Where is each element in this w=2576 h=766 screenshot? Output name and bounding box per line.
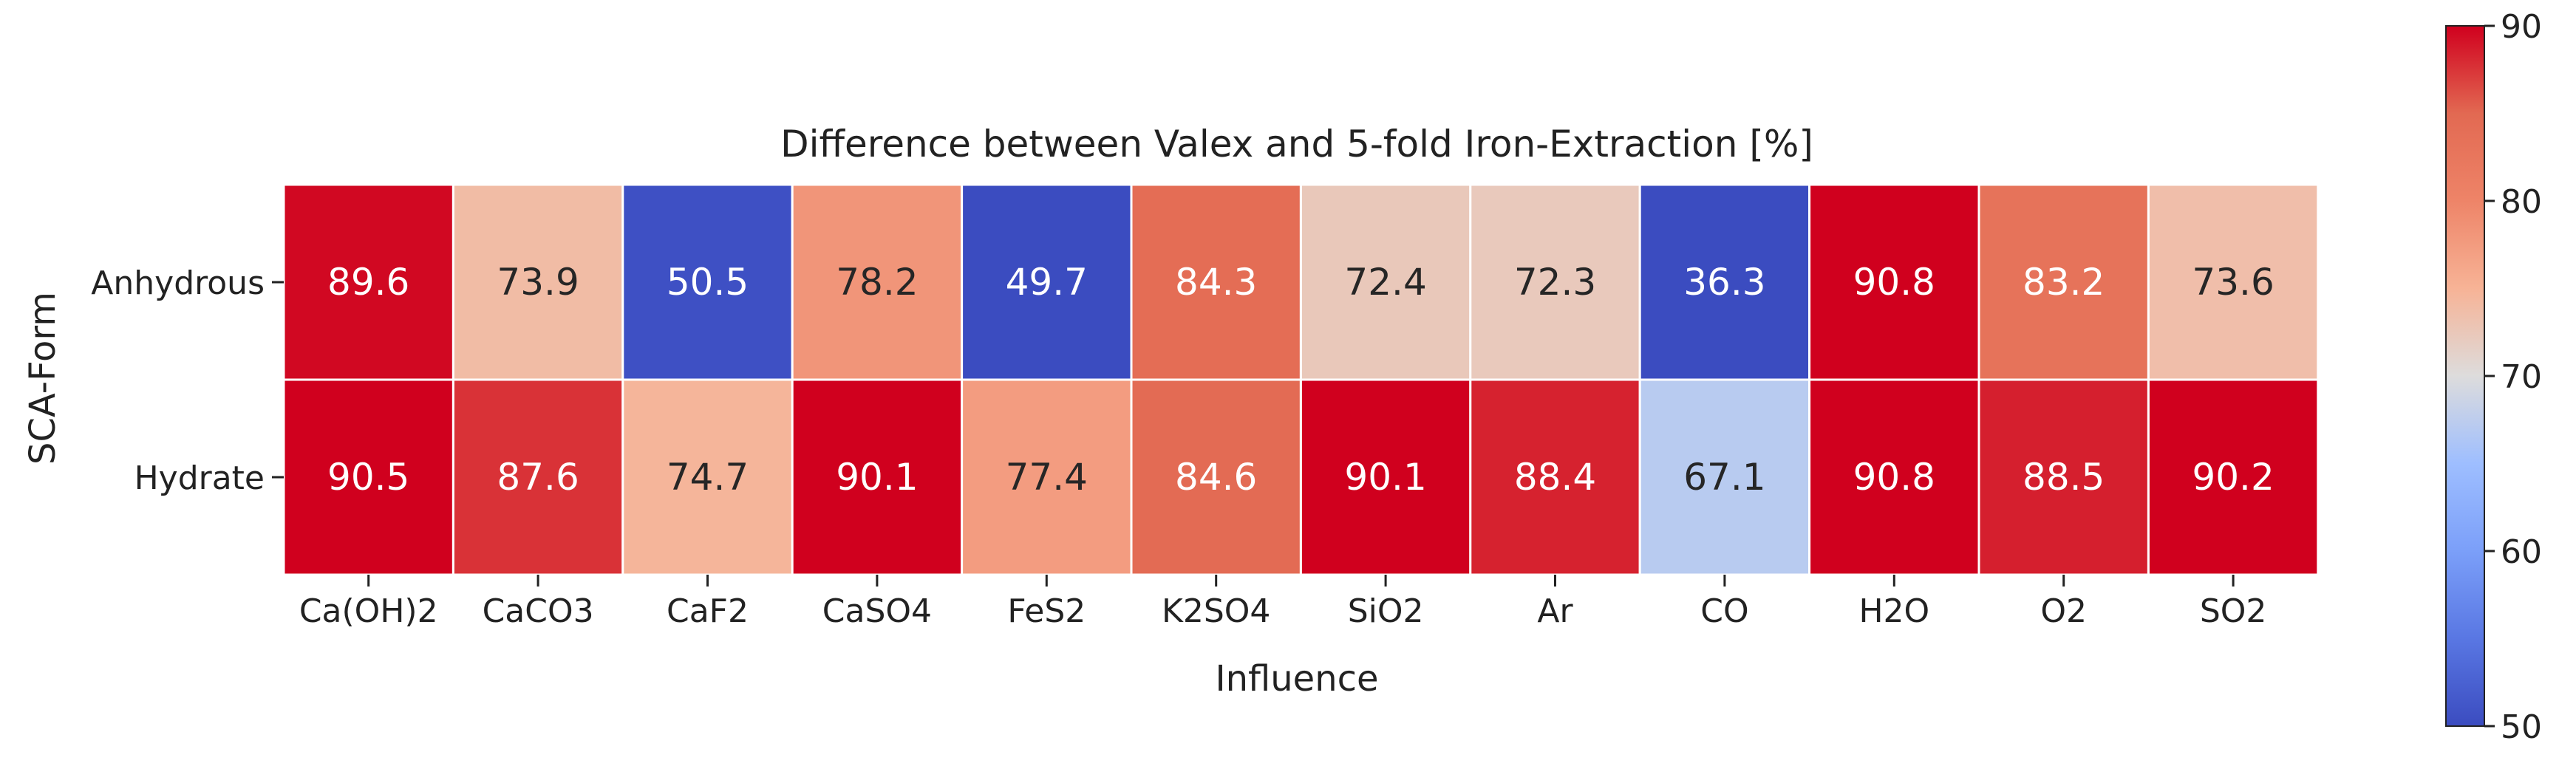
cell-value-label: 77.4: [1006, 456, 1088, 499]
x-tick-label: FeS2: [1007, 592, 1086, 630]
heatmap-cell: [2147, 183, 2320, 381]
cell-value-label: 87.6: [497, 456, 579, 499]
cell-value-label: 90.5: [327, 456, 409, 499]
heatmap-cell: [1469, 183, 1641, 381]
x-axis-ticks: Ca(OH)2 CaCO3 CaF2 CaSO4 FeS2 K2SO4 SiO2 Ar CO H2…: [299, 575, 2267, 630]
colorbar-ticks: 50 60 70 80 90: [2484, 8, 2542, 746]
cell-value-label: 84.3: [1175, 261, 1257, 304]
heatmap-cell-labels: 89.6 73.9 50.5 78.2 49.7 84.3 72.4 72.3 36.3 90.8…: [327, 261, 2275, 499]
heatmap-cell: [1638, 378, 1811, 576]
heatmap-cell: [1130, 183, 1302, 381]
heatmap-cell: [1977, 378, 2150, 576]
x-tick-label: CaCO3: [483, 592, 594, 630]
cell-value-label: 36.3: [1683, 261, 1765, 304]
cell-value-label: 88.4: [1514, 456, 1596, 499]
x-tick-label: Ca(OH)2: [299, 592, 438, 630]
x-tick-label: H2O: [1858, 592, 1929, 630]
y-tick-label: Anhydrous: [91, 264, 265, 302]
cell-value-label: 67.1: [1683, 456, 1765, 499]
y-axis-label: SCA-Form: [22, 292, 64, 465]
cell-value-label: 72.4: [1344, 261, 1426, 304]
heatmap-cell: [1469, 378, 1641, 576]
cell-value-label: 89.6: [327, 261, 409, 304]
cell-value-label: 90.1: [836, 456, 918, 499]
x-tick-label: SiO2: [1348, 592, 1424, 630]
y-tick-label: Hydrate: [134, 459, 265, 497]
cell-value-label: 72.3: [1514, 261, 1596, 304]
heatmap-cells: [282, 183, 2320, 576]
heatmap-cell: [1808, 378, 1980, 576]
cell-value-label: 74.7: [667, 456, 749, 499]
heatmap-cell: [1808, 183, 1980, 381]
x-tick-label: CaSO4: [822, 592, 932, 630]
colorbar-tick-label: 80: [2501, 183, 2542, 221]
cell-value-label: 90.8: [1853, 456, 1935, 499]
y-axis-ticks: Anhydrous Hydrate: [91, 264, 284, 497]
colorbar-tick-label: 50: [2501, 708, 2542, 746]
heatmap-cell: [1130, 378, 1302, 576]
chart-title: Difference between Valex and 5-fold Iron…: [780, 123, 1813, 165]
x-tick-label: CaF2: [667, 592, 749, 630]
heatmap-cell: [621, 183, 794, 381]
heatmap-cell: [282, 183, 454, 381]
x-axis-label: Influence: [1215, 658, 1378, 700]
colorbar: [2445, 25, 2485, 727]
heatmap-cell: [452, 183, 624, 381]
heatmap-cell: [791, 378, 964, 576]
cell-value-label: 73.6: [2192, 261, 2274, 304]
colorbar-tick-label: 70: [2501, 358, 2542, 396]
cell-value-label: 83.2: [2023, 261, 2105, 304]
cell-value-label: 88.5: [2023, 456, 2105, 499]
colorbar-tick-label: 90: [2501, 8, 2542, 46]
cell-value-label: 90.2: [2192, 456, 2274, 499]
heatmap-cell: [961, 378, 1133, 576]
heatmap-cell: [282, 378, 454, 576]
x-tick-label: O2: [2040, 592, 2087, 630]
cell-value-label: 90.8: [1853, 261, 1935, 304]
heatmap-cell: [2147, 378, 2320, 576]
cell-value-label: 49.7: [1006, 261, 1088, 304]
x-tick-label: CO: [1700, 592, 1748, 630]
cell-value-label: 50.5: [667, 261, 749, 304]
heatmap-cell: [452, 378, 624, 576]
cell-value-label: 90.1: [1344, 456, 1426, 499]
cell-value-label: 84.6: [1175, 456, 1257, 499]
colorbar-tick-label: 60: [2501, 533, 2542, 571]
x-tick-label: Ar: [1537, 592, 1573, 630]
heatmap-cell: [1299, 378, 1472, 576]
cell-value-label: 78.2: [836, 261, 918, 304]
x-tick-label: K2SO4: [1162, 592, 1270, 630]
cell-value-label: 73.9: [497, 261, 579, 304]
heatmap-cell: [791, 183, 964, 381]
heatmap-cell: [961, 183, 1133, 381]
x-tick-label: SO2: [2200, 592, 2267, 630]
